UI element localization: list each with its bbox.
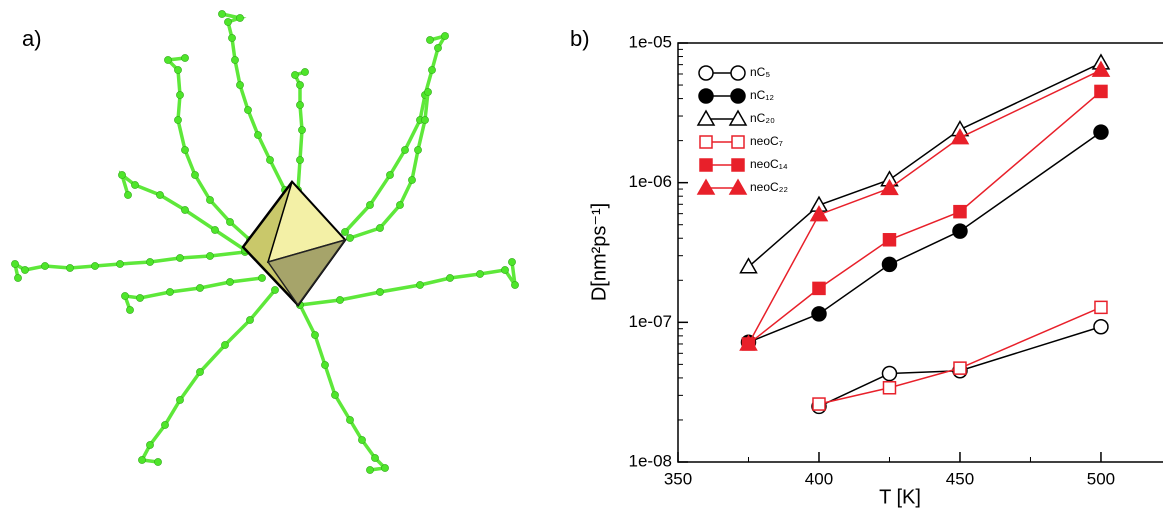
- molecule-image: [11, 10, 519, 474]
- x-axis-label: T [K]: [879, 486, 921, 508]
- marker: [882, 381, 897, 395]
- legend-symbol: [728, 109, 748, 126]
- marker: [1094, 84, 1108, 99]
- legend-symbol: [699, 135, 713, 149]
- legend-label: nC₁₂: [750, 88, 774, 102]
- marker: [809, 205, 829, 222]
- legend-label: neoC₁₄: [750, 157, 788, 171]
- y-axis-label: D[nm²ps⁻¹]: [588, 203, 610, 301]
- marker: [1094, 300, 1108, 315]
- x-tick-label: 400: [805, 469, 833, 488]
- legend-symbol: [730, 88, 746, 104]
- legend-symbol: [699, 158, 713, 172]
- panel-label: b): [570, 26, 590, 51]
- marker: [953, 204, 967, 219]
- marker: [881, 365, 898, 382]
- series-line: [818, 326, 1102, 408]
- legend-label: nC₂₀: [750, 111, 775, 125]
- series-line: [748, 90, 1102, 345]
- y-tick-label: 1e-07: [629, 312, 672, 331]
- marker: [812, 397, 826, 411]
- legend-symbol: [728, 178, 748, 195]
- marker: [952, 223, 968, 239]
- y-tick-label: 1e-06: [629, 172, 672, 191]
- series-line: [748, 62, 1102, 268]
- marker: [881, 256, 898, 273]
- marker: [739, 334, 758, 351]
- marker: [1093, 318, 1109, 335]
- legend-symbol: [696, 178, 716, 195]
- legend-symbol: [730, 65, 746, 81]
- marker: [739, 257, 758, 274]
- legend-label: neoC₂₂: [750, 180, 788, 194]
- x-tick-label: 500: [1087, 469, 1115, 488]
- marker: [950, 128, 970, 145]
- marker: [953, 361, 967, 375]
- axis-frame: [677, 42, 1163, 463]
- legend-symbol: [731, 158, 745, 172]
- panel-label: a): [22, 26, 42, 51]
- x-tick-label: 450: [946, 469, 974, 488]
- marker: [1093, 124, 1109, 140]
- y-tick-label: 1e-05: [629, 32, 672, 51]
- marker: [812, 281, 826, 296]
- legend-label: neoC₇: [750, 134, 783, 148]
- legend-symbol: [731, 135, 745, 149]
- series-line: [818, 306, 1102, 405]
- legend-label: nC₅: [750, 65, 770, 79]
- y-tick-label: 1e-08: [629, 451, 672, 470]
- marker: [882, 233, 897, 247]
- marker: [811, 306, 827, 322]
- x-tick-label: 350: [664, 469, 692, 488]
- legend-symbol: [698, 65, 714, 81]
- legend-symbol: [698, 88, 714, 104]
- marker: [880, 178, 899, 196]
- legend-symbol: [696, 109, 716, 126]
- plot-area: 1e-08 1e-07 1e-06 1e-05 350 400 450 500 nC₅ nC₁₂ n…: [629, 32, 1163, 488]
- marker: [1091, 60, 1111, 77]
